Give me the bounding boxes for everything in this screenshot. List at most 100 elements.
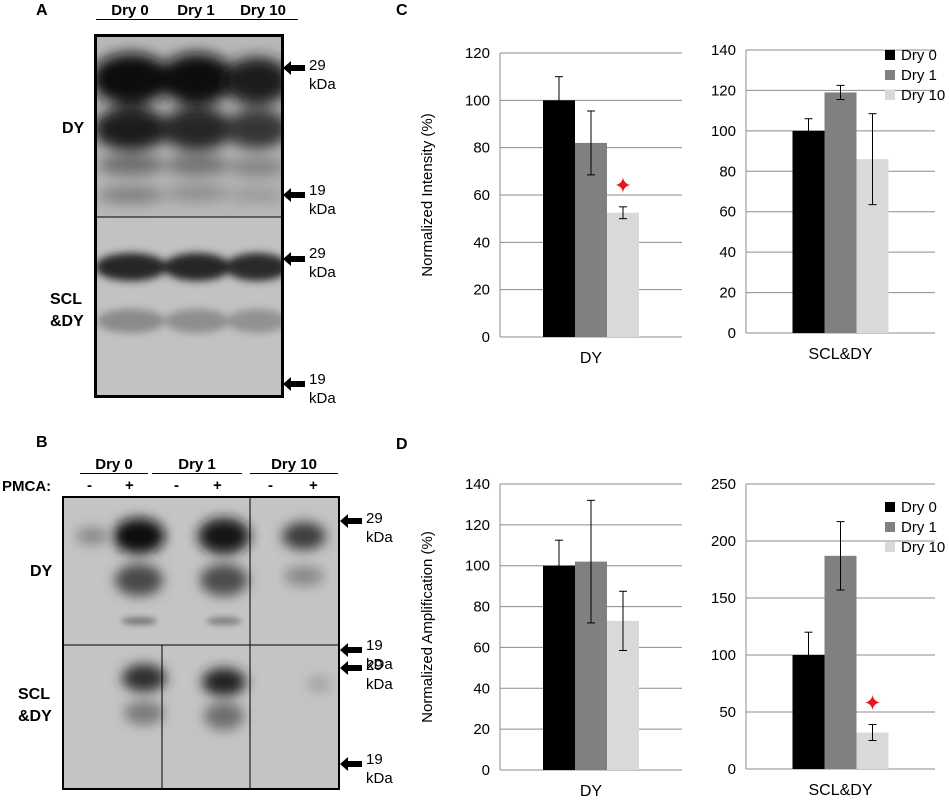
chart-c-scl-dy: 0 20 40 60 80 100 120 140 SCL&DY Dry 0 Dry 1 Dry 10 (711, 42, 945, 363)
legend-swatch (885, 542, 895, 552)
panel-b-marker-19-top: 19 kDa (366, 637, 393, 673)
pmca-sign: - (268, 477, 273, 494)
significance-star-icon: ✦ (863, 691, 881, 716)
y-tick-label: 100 (465, 92, 490, 109)
x-category-label: DY (580, 783, 603, 796)
bar-dry-0 (543, 565, 575, 770)
panel-a-lane-dry10: Dry 10 (228, 2, 298, 20)
y-tick-label: 140 (465, 476, 490, 493)
legend-swatch (885, 90, 895, 100)
y-tick-label: 20 (719, 285, 736, 302)
legend-swatch (885, 50, 895, 60)
arrow-icon (340, 514, 362, 528)
arrow-icon (283, 188, 305, 202)
y-tick-label: 0 (728, 325, 736, 342)
pmca-sign: + (125, 477, 134, 494)
legend-label: Dry 1 (901, 67, 937, 84)
y-tick-label: 60 (473, 187, 490, 204)
panel-c-letter: C (396, 2, 408, 19)
y-tick-label: 80 (473, 140, 490, 157)
pmca-sign: + (309, 477, 318, 494)
arrow-icon (340, 643, 362, 657)
panel-a-lane-dry1: Dry 1 (164, 2, 228, 20)
y-tick-label: 120 (465, 45, 490, 62)
legend-swatch (885, 502, 895, 512)
panel-b-lane-dry10: Dry 10 (250, 456, 338, 474)
arrow-icon (340, 661, 362, 675)
y-tick-label: 200 (711, 533, 736, 550)
x-category-label: SCL&DY (808, 782, 872, 796)
chart-d-dy: 0 20 40 60 80 100 120 140 DY Normalized Amplifica… (420, 476, 682, 796)
y-tick-label: 0 (482, 762, 490, 779)
y-tick-label: 60 (719, 204, 736, 221)
bar-dry-10 (607, 212, 639, 337)
arrow-icon (283, 61, 305, 75)
panel-b-pmca-label: PMCA: (2, 478, 52, 495)
legend-label: Dry 10 (901, 539, 945, 556)
y-tick-label: 80 (719, 163, 736, 180)
panel-b-western-blot (62, 496, 340, 790)
panel-a-row-dy: DY (62, 120, 85, 137)
panel-a-marker-19-bottom: 19 kDa (309, 371, 336, 407)
legend-label: Dry 0 (901, 47, 937, 64)
arrow-icon (340, 757, 362, 771)
y-tick-label: 150 (711, 590, 736, 607)
y-tick-label: 120 (465, 517, 490, 534)
legend-swatch (885, 70, 895, 80)
arrow-icon (283, 377, 305, 391)
panel-b-marker-29-top: 29 kDa (366, 510, 393, 546)
panel-b-row-dy: DY (30, 563, 53, 580)
chart-d-scl-dy: 0 50 100 150 200 250 ✦ SCL&DY Dry 0 Dry 1 Dry 10 (711, 476, 945, 796)
panel-a-marker-19-top: 19 kDa (309, 182, 336, 218)
panel-b-lane-dry1: Dry 1 (152, 456, 242, 474)
pmca-sign: - (87, 477, 92, 494)
bar-dry-0 (543, 100, 575, 337)
x-category-label: SCL&DY (808, 346, 872, 363)
y-tick-label: 40 (473, 680, 490, 697)
panel-b-row-scl-dy: SCL &DY (18, 686, 52, 725)
y-tick-label: 250 (711, 476, 736, 493)
y-tick-label: 100 (711, 647, 736, 664)
significance-star-icon: ✦ (614, 173, 632, 198)
legend-swatch (885, 522, 895, 532)
arrow-icon (283, 252, 305, 266)
panel-d-letter: D (396, 436, 408, 453)
y-tick-label: 60 (473, 639, 490, 656)
panel-a-blot-image (97, 37, 281, 395)
pmca-sign: + (213, 477, 222, 494)
panel-a-row-scl-dy: SCL &DY (50, 291, 84, 330)
panel-b-lane-dry0: Dry 0 (80, 456, 148, 474)
legend-label: Dry 0 (901, 499, 937, 516)
y-tick-label: 120 (711, 82, 736, 99)
y-axis-title: Normalized Amplification (%) (420, 531, 436, 723)
x-category-label: DY (580, 350, 603, 367)
y-tick-label: 40 (473, 234, 490, 251)
panel-a-marker-29-bottom: 29 kDa (309, 245, 336, 281)
y-tick-label: 140 (711, 42, 736, 59)
y-tick-label: 0 (728, 761, 736, 778)
y-axis-title: Normalized Intensity (%) (420, 113, 436, 276)
panel-a-lane-dry0: Dry 0 (96, 2, 164, 20)
pmca-sign: - (174, 477, 179, 494)
panel-b-blot-image (64, 498, 338, 788)
y-tick-label: 100 (711, 123, 736, 140)
bar-dry-1 (824, 555, 857, 769)
y-tick-label: 100 (465, 558, 490, 575)
panel-b-marker-19-bottom: 19 kDa (366, 751, 393, 787)
panel-b-letter: B (36, 434, 48, 451)
y-tick-label: 80 (473, 599, 490, 616)
y-tick-label: 40 (719, 244, 736, 261)
bar-dry-0 (792, 130, 825, 333)
legend-label: Dry 1 (901, 519, 937, 536)
panel-a-western-blot (94, 34, 284, 398)
y-tick-label: 0 (482, 329, 490, 346)
y-tick-label: 50 (719, 704, 736, 721)
bar-dry-1 (824, 92, 857, 333)
y-tick-label: 20 (473, 282, 490, 299)
panel-a-marker-29-top: 29 kDa (309, 57, 336, 93)
legend-label: Dry 10 (901, 87, 945, 104)
panel-b-marker-29-bottom: 29 kDa (366, 657, 393, 693)
y-tick-label: 20 (473, 721, 490, 738)
panel-a-letter: A (36, 2, 48, 19)
chart-c-dy: 0 20 40 60 80 100 120 ✦ DY Normalized Intensity (… (420, 45, 682, 367)
